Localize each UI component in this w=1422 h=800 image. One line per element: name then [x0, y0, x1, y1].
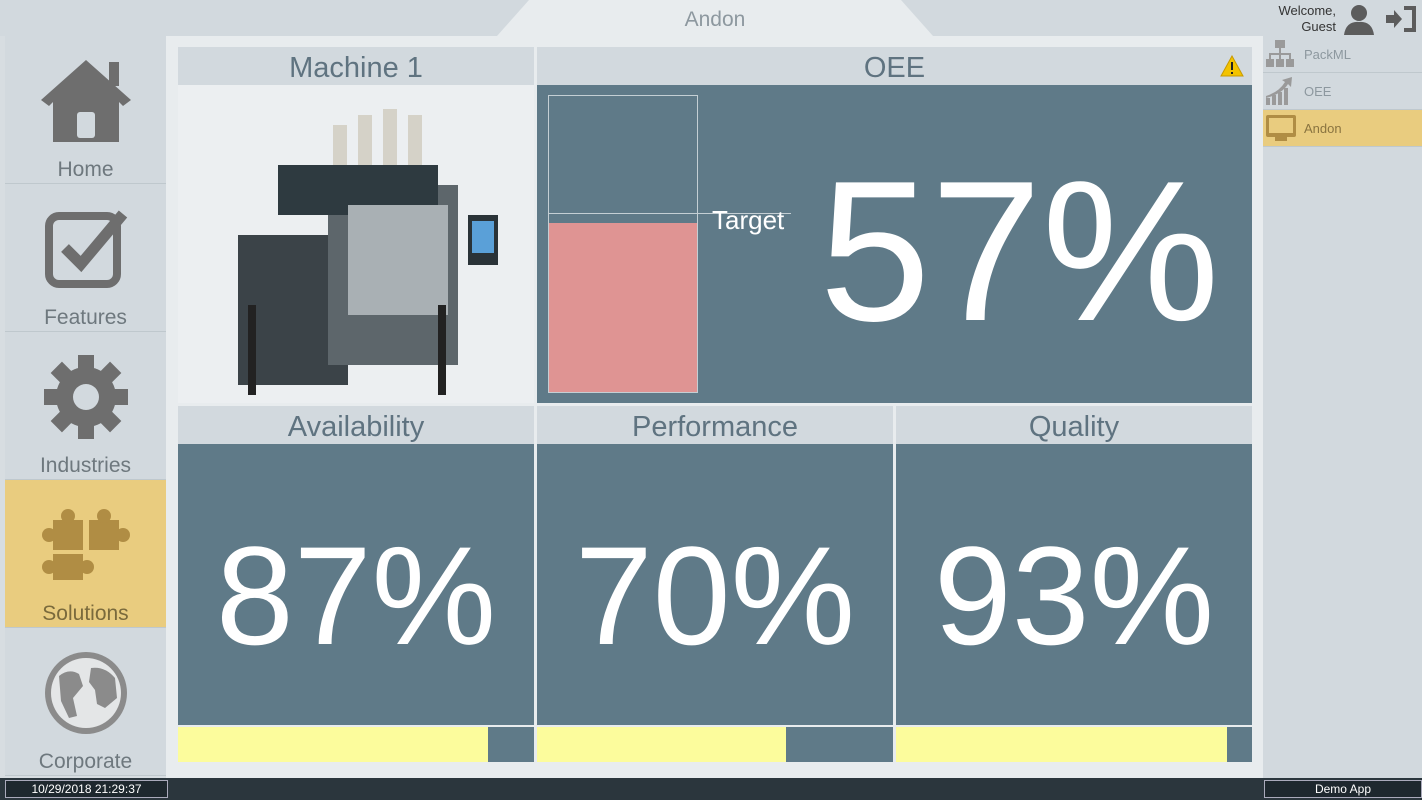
welcome-text: Welcome, Guest	[1278, 3, 1336, 35]
sidebar: Home Features Industries Solutions Corpo…	[5, 36, 166, 776]
oee-fill-bar	[549, 223, 697, 392]
dashboard: Machine 1 OEE Target 57% Availability 87…	[166, 36, 1263, 778]
welcome-label: Welcome,	[1278, 3, 1336, 18]
metric-progress-bar	[537, 725, 893, 762]
menu-item-packml[interactable]: PackML	[1263, 36, 1422, 73]
sidebar-item-label: Home	[57, 158, 114, 181]
top-bar: Andon Welcome, Guest	[0, 0, 1422, 36]
sidebar-item-industries[interactable]: Industries	[5, 332, 166, 480]
home-icon	[41, 60, 131, 142]
menu-item-oee[interactable]: OEE	[1263, 73, 1422, 110]
metric-title: Quality	[896, 406, 1252, 444]
right-menu: PackML OEE Andon	[1263, 36, 1422, 778]
monitor-icon	[1266, 115, 1296, 141]
metric-progress-fill	[537, 727, 787, 762]
hierarchy-icon	[1266, 40, 1294, 67]
machine-panel: Machine 1	[178, 47, 534, 403]
sidebar-item-corporate[interactable]: Corporate	[5, 628, 166, 776]
page-title: Andon	[497, 0, 933, 36]
sidebar-item-label: Features	[44, 306, 127, 329]
sidebar-item-solutions[interactable]: Solutions	[5, 480, 166, 628]
sidebar-item-label: Industries	[39, 454, 132, 477]
metric-value: 87%	[215, 517, 497, 674]
metric-value: 70%	[574, 517, 856, 674]
metric-progress-fill	[178, 727, 488, 762]
target-line	[549, 213, 791, 215]
sidebar-item-label: Corporate	[38, 750, 133, 773]
status-bar: 10/29/2018 21:29:37 Demo App	[0, 778, 1422, 800]
app-name: Demo App	[1264, 780, 1422, 798]
growth-chart-icon	[1266, 77, 1292, 105]
oee-panel: OEE Target 57%	[537, 47, 1252, 403]
menu-item-label: OEE	[1304, 84, 1332, 99]
oee-gauge	[548, 95, 791, 393]
user-icon[interactable]	[1342, 3, 1376, 35]
sidebar-item-label: Solutions	[42, 602, 129, 625]
user-name: Guest	[1301, 19, 1336, 34]
menu-item-label: PackML	[1304, 47, 1351, 62]
gear-icon	[44, 355, 128, 439]
datetime: 10/29/2018 21:29:37	[5, 780, 168, 798]
metric-panel-quality: Quality 93%	[896, 406, 1252, 762]
warning-icon[interactable]	[1220, 55, 1244, 77]
sidebar-item-features[interactable]: Features	[5, 184, 166, 332]
oee-title-text: OEE	[863, 52, 926, 84]
metric-value: 93%	[933, 517, 1215, 674]
metric-progress-bar	[178, 725, 534, 762]
menu-item-andon[interactable]: Andon	[1263, 110, 1422, 147]
target-label: Target	[712, 205, 785, 235]
logout-icon[interactable]	[1384, 4, 1418, 34]
metric-title: Performance	[537, 406, 893, 444]
metric-panel-performance: Performance 70%	[537, 406, 893, 762]
globe-icon	[45, 652, 127, 734]
metric-title: Availability	[178, 406, 534, 444]
oee-title: OEE	[537, 47, 1252, 85]
metric-progress-fill	[896, 727, 1228, 762]
checkbox-icon	[45, 210, 128, 288]
menu-item-label: Andon	[1304, 121, 1342, 136]
machine-title: Machine 1	[178, 47, 534, 85]
oee-value: 57%	[819, 140, 1220, 363]
machine-image	[238, 109, 498, 395]
puzzle-icon	[42, 509, 130, 580]
metric-progress-bar	[896, 725, 1252, 762]
sidebar-item-home[interactable]: Home	[5, 36, 166, 184]
metric-panel-availability: Availability 87%	[178, 406, 534, 762]
